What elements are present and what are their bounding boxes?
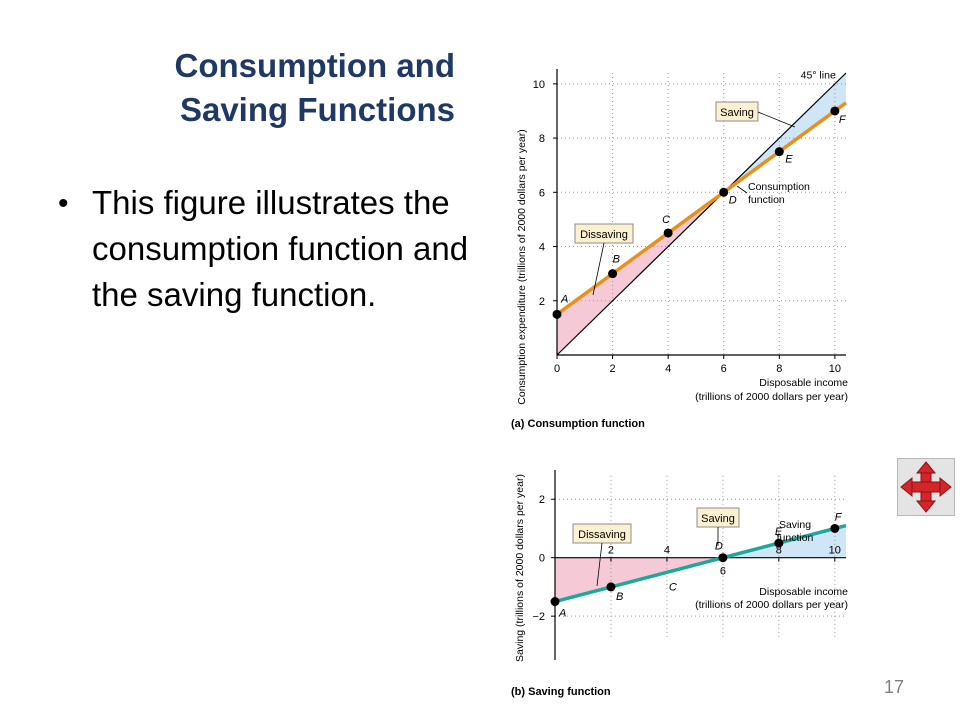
function-label-pointer — [736, 185, 748, 194]
point-label-F: F — [839, 114, 847, 126]
dissaving-label-pointer — [592, 242, 605, 296]
x-tick-label: 10 — [829, 363, 841, 375]
point-label-E: E — [785, 154, 793, 166]
point-A — [552, 309, 562, 319]
saving-label-pointer — [757, 111, 796, 128]
x-tick-label: 6 — [720, 566, 726, 578]
chart-caption: (a) Consumption function — [511, 418, 645, 430]
function-label-line2: function — [748, 194, 785, 206]
x-axis-label-line1: Disposable income — [759, 377, 848, 389]
point-label-B: B — [613, 254, 620, 266]
point-E — [774, 147, 784, 157]
saving-function-line — [554, 523, 847, 604]
four-way-arrows-icon[interactable] — [897, 458, 955, 516]
point-D — [719, 187, 729, 197]
title-line-2: Saving Functions — [179, 91, 455, 128]
consumption-function-chart: A B C D E F 0 2 4 6 8 10 2 4 6 8 10 45° line Saving Dissa… — [511, 69, 848, 430]
x-tick-label: 2 — [610, 363, 616, 375]
point-label-D: D — [729, 194, 737, 206]
dissaving-label: Dissaving — [572, 523, 632, 544]
x-axis-label-line2: (trillions of 2000 dollars per year) — [695, 599, 848, 611]
y-tick-label: 10 — [533, 79, 545, 91]
function-label-line2: function — [777, 532, 814, 544]
point-label-B: B — [616, 591, 623, 603]
consumption-function-line — [555, 101, 848, 316]
x-tick-label: 8 — [776, 545, 782, 557]
point-B — [606, 582, 616, 592]
point-label-D: D — [715, 541, 723, 553]
y-tick-label: 8 — [539, 133, 545, 145]
y-axis-label: Consumption expenditure (trillions of 20… — [516, 129, 528, 404]
saving-label-text: Saving — [720, 107, 754, 119]
function-label-line1: Saving — [779, 519, 811, 531]
point-E — [774, 538, 784, 548]
chart-caption: (b) Saving function — [511, 686, 611, 698]
forty-five-line-label: 45° line — [801, 69, 836, 81]
function-label-line1: Consumption — [748, 181, 810, 193]
point-A — [550, 597, 560, 607]
arrows-glyph — [900, 461, 952, 513]
saving-label: Saving — [696, 507, 740, 528]
y-tick-label: 6 — [539, 187, 545, 199]
point-label-A: A — [560, 293, 568, 305]
x-tick-label: 2 — [608, 545, 614, 557]
x-tick-label: 4 — [665, 363, 671, 375]
dissaving-label: Dissaving — [574, 223, 634, 244]
point-label-E: E — [775, 526, 783, 538]
point-F — [830, 523, 840, 533]
x-tick-label: 4 — [664, 545, 670, 557]
y-axis-label: Saving (trillions of 2000 dollars per ye… — [514, 474, 526, 662]
point-label-C: C — [662, 214, 670, 226]
y-tick-label: 2 — [539, 494, 545, 506]
point-label-C: C — [669, 581, 677, 593]
saving-label-box — [715, 101, 759, 122]
title-line-1: Consumption and — [174, 47, 455, 84]
bullet-icon: • — [58, 187, 69, 220]
x-axis-label-line1: Disposable income — [759, 586, 848, 598]
x-axis-label-line2: (trillions of 2000 dollars per year) — [695, 391, 848, 403]
y-tick-label: 0 — [539, 553, 545, 565]
slide-title: Consumption and Saving Functions — [35, 44, 455, 132]
dissaving-label-pointer — [596, 542, 603, 587]
y-tick-label: −2 — [532, 611, 545, 623]
point-C — [663, 228, 673, 238]
bullet-text: This figure illustrates the consumption … — [92, 184, 469, 313]
dissaving-label-text: Dissaving — [578, 529, 626, 541]
point-B — [608, 269, 618, 279]
page-number: 17 — [884, 677, 905, 697]
saving-label: Saving — [715, 101, 759, 122]
point-label-F: F — [835, 511, 843, 523]
saving-label-text: Saving — [701, 513, 735, 525]
dissaving-label-text: Dissaving — [580, 229, 628, 241]
x-tick-label: 0 — [554, 363, 560, 375]
x-tick-label: 6 — [721, 363, 727, 375]
point-label-A: A — [558, 608, 566, 620]
x-tick-label: 10 — [829, 545, 841, 557]
point-F — [830, 106, 840, 116]
y-tick-label: 4 — [539, 242, 545, 254]
x-tick-label: 8 — [776, 363, 782, 375]
y-tick-label: 2 — [539, 296, 545, 308]
forty-five-degree-line — [556, 72, 847, 356]
